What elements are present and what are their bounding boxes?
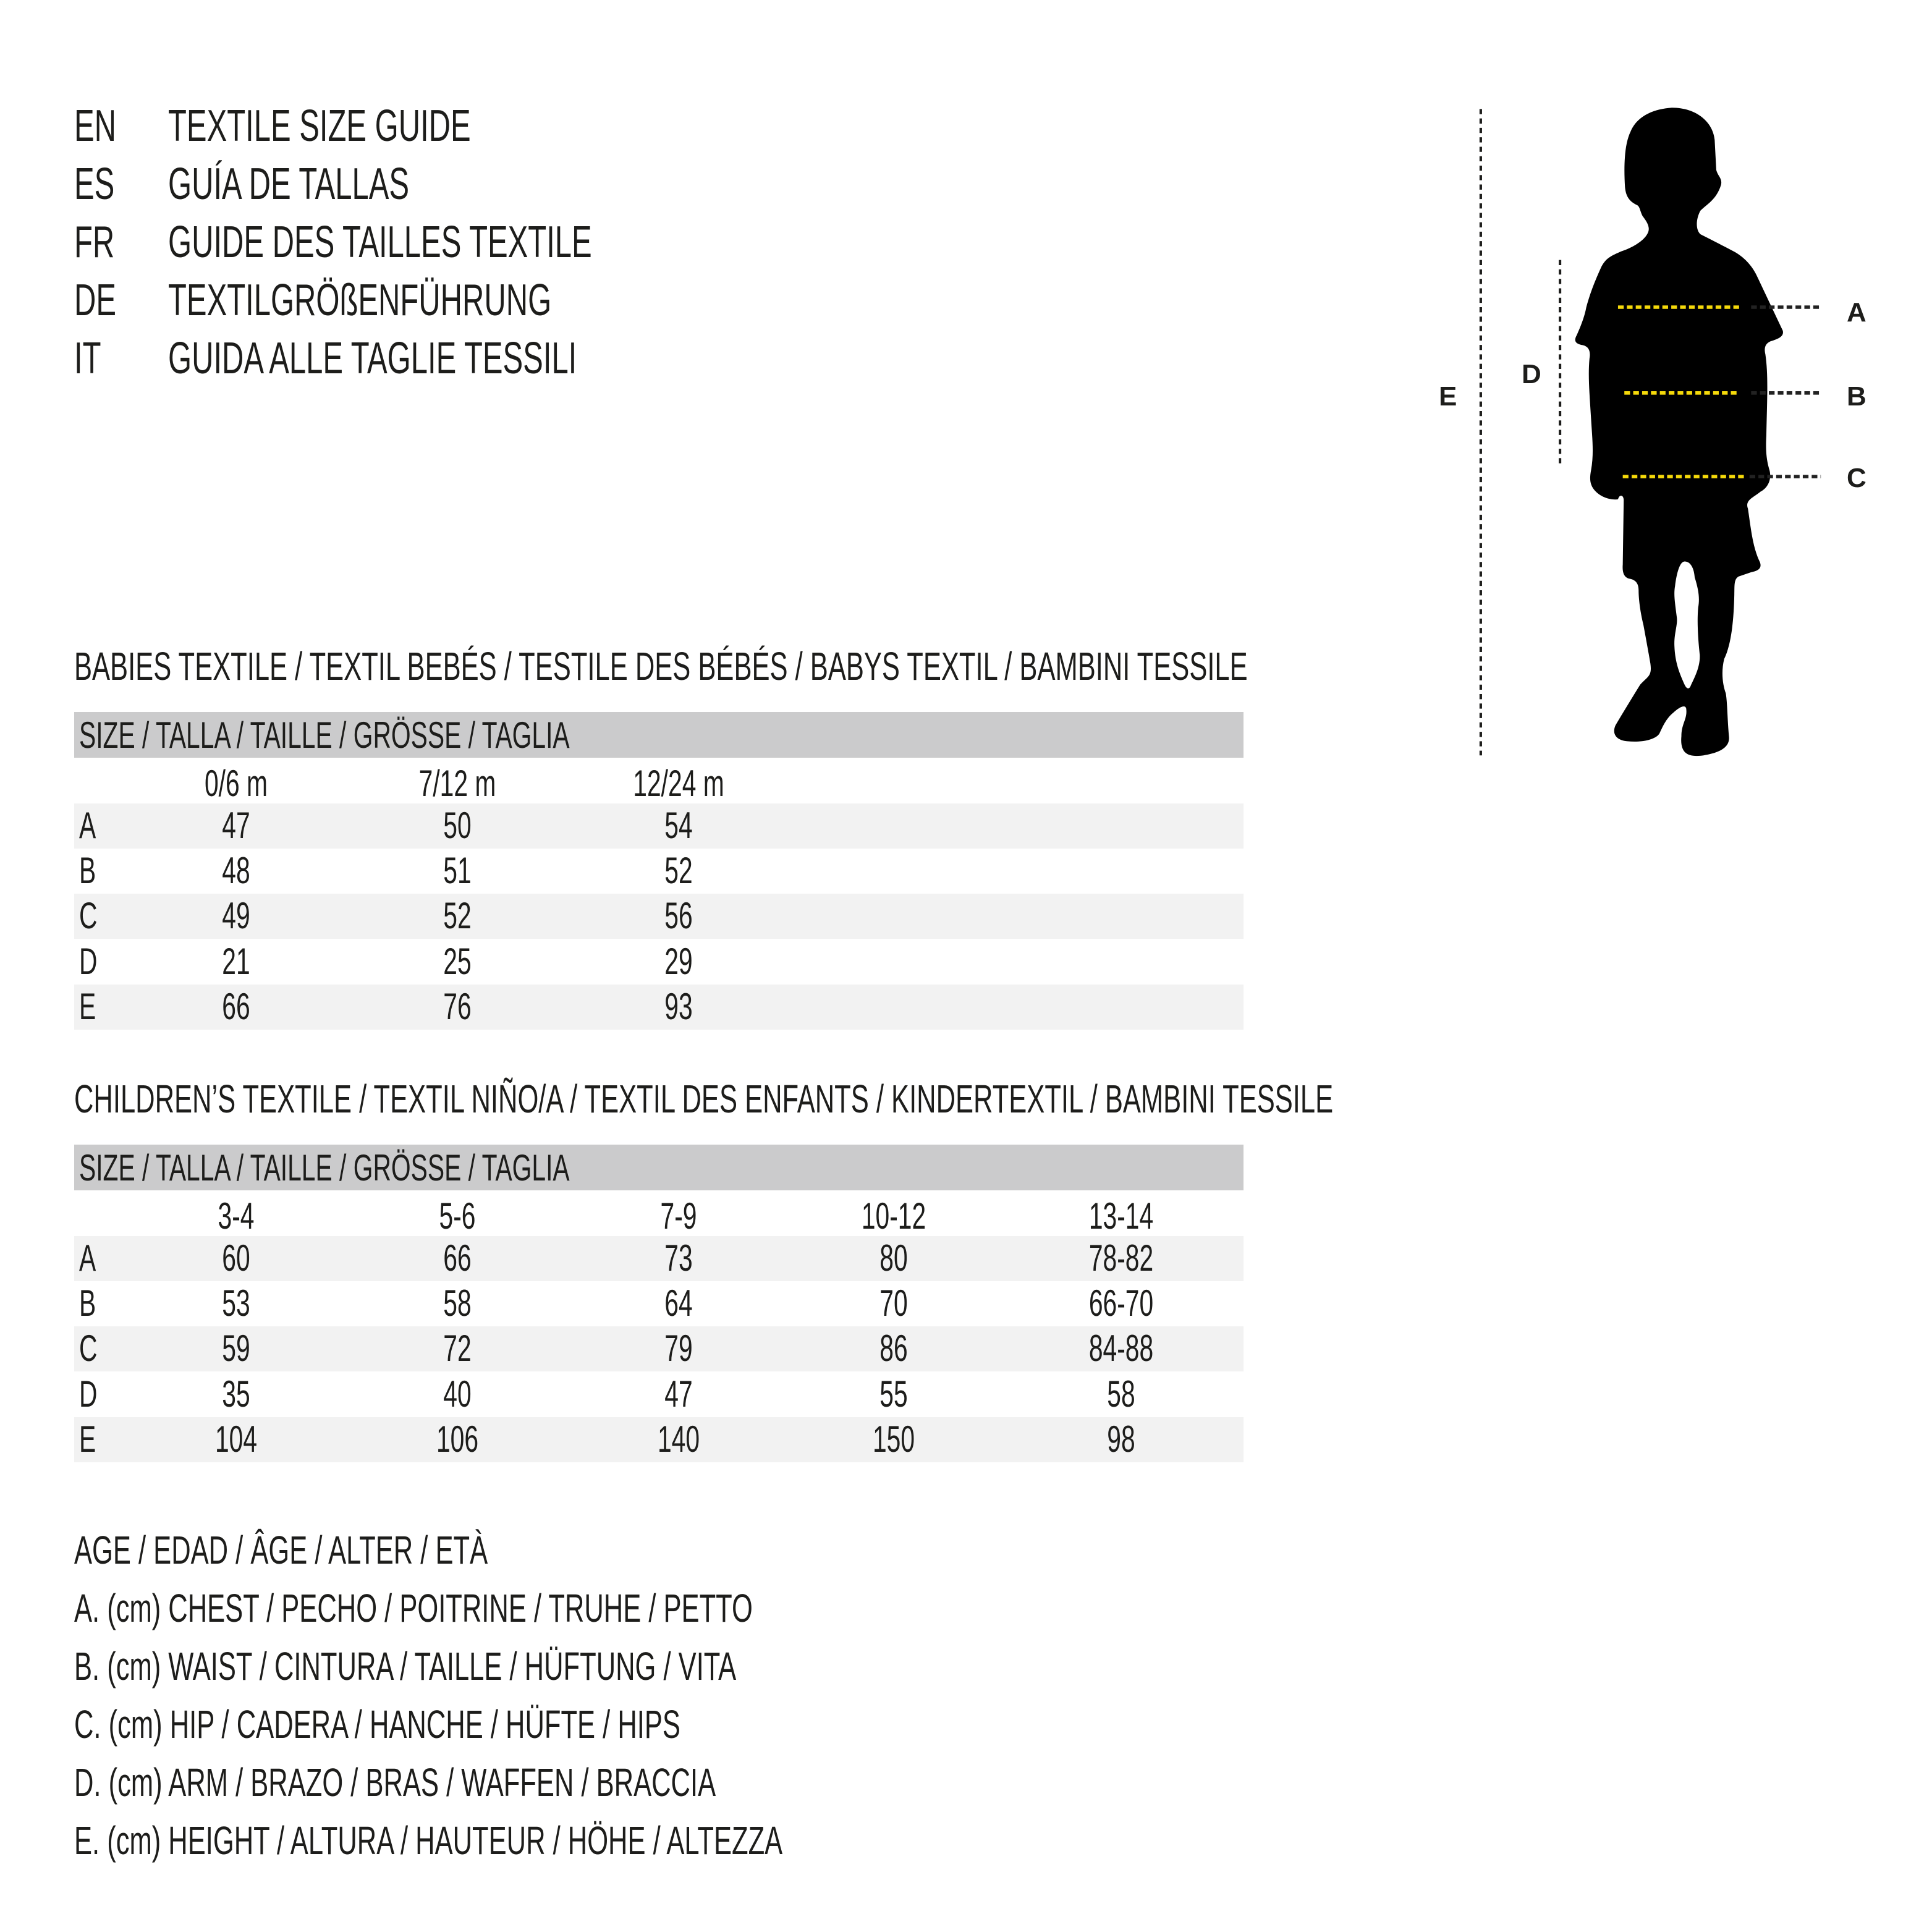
column-header: 7-9 (660, 1195, 697, 1237)
table-cell: 140 (657, 1418, 700, 1460)
babies-section-title: BABIES TEXTILE / TEXTIL BEBÉS / TESTILE … (74, 644, 1248, 688)
table-cell: 64 (664, 1282, 693, 1324)
legend-line: A. (cm) CHEST / PECHO / POITRINE / TRUHE… (74, 1586, 753, 1630)
child-silhouette-figure (1479, 108, 1821, 756)
row-label: E (79, 985, 96, 1027)
table-cell: 66-70 (1088, 1282, 1154, 1324)
table-cell: 78-82 (1088, 1237, 1154, 1279)
table-cell: 76 (443, 985, 472, 1027)
table-cell: 47 (222, 805, 250, 846)
table-cell: 66 (222, 985, 250, 1027)
table-cell: 47 (664, 1373, 693, 1415)
guide-title: TEXTILE SIZE GUIDE (168, 101, 471, 151)
table-cell: 84-88 (1088, 1328, 1154, 1370)
table-cell: 59 (222, 1328, 250, 1370)
language-code: DE (74, 276, 117, 325)
legend-line: E. (cm) HEIGHT / ALTURA / HAUTEUR / HÖHE… (74, 1818, 783, 1863)
legend-line: B. (cm) WAIST / CINTURA / TAILLE / HÜFTU… (74, 1644, 737, 1688)
babies-size-header-bar (74, 712, 1244, 758)
language-code: ES (74, 159, 115, 209)
table-cell: 93 (664, 985, 693, 1027)
row-label: C (79, 1328, 98, 1370)
table-cell: 72 (443, 1328, 472, 1370)
row-label: C (79, 895, 98, 937)
table-cell: 25 (443, 940, 472, 982)
table-cell: 56 (664, 895, 693, 937)
guide-title: TEXTILGRÖßENFÜHRUNG (168, 276, 552, 325)
table-cell: 80 (879, 1237, 908, 1279)
column-header: 5-6 (439, 1195, 476, 1237)
table-row-band (74, 894, 1244, 939)
table-cell: 50 (443, 805, 472, 846)
table-row-band (74, 1326, 1244, 1372)
table-cell: 79 (664, 1328, 693, 1370)
table-row-band (74, 1236, 1244, 1281)
table-cell: 58 (1107, 1373, 1135, 1415)
row-label: D (79, 1373, 98, 1415)
table-cell: 98 (1107, 1418, 1135, 1460)
table-cell: 54 (664, 805, 693, 846)
table-cell: 106 (436, 1418, 479, 1460)
table-cell: 55 (879, 1373, 908, 1415)
column-header: 13-14 (1088, 1195, 1154, 1237)
language-code: EN (74, 101, 117, 151)
table-cell: 49 (222, 895, 250, 937)
table-cell: 73 (664, 1237, 693, 1279)
column-header: 3-4 (218, 1195, 255, 1237)
label-c: C (1847, 463, 1866, 493)
row-label: E (79, 1418, 96, 1460)
table-cell: 52 (443, 895, 472, 937)
babies-size-header: SIZE / TALLA / TAILLE / GRÖSSE / TAGLIA (79, 714, 570, 756)
table-cell: 70 (879, 1282, 908, 1324)
table-cell: 40 (443, 1373, 472, 1415)
table-cell: 104 (214, 1418, 258, 1460)
legend-line: AGE / EDAD / ÂGE / ALTER / ETÀ (74, 1528, 488, 1572)
label-b: B (1847, 381, 1866, 412)
table-row-band (74, 803, 1244, 849)
column-header: 12/24 m (633, 763, 724, 804)
column-header: 0/6 m (204, 763, 268, 804)
table-cell: 66 (443, 1237, 472, 1279)
table-cell: 150 (872, 1418, 915, 1460)
table-cell: 58 (443, 1282, 472, 1324)
legend-line: C. (cm) HIP / CADERA / HANCHE / HÜFTE / … (74, 1702, 680, 1747)
table-cell: 21 (222, 940, 250, 982)
label-e: E (1439, 381, 1457, 412)
table-cell: 60 (222, 1237, 250, 1279)
table-cell: 29 (664, 940, 693, 982)
guide-title: GUIDA ALLE TAGLIE TESSILI (168, 334, 577, 383)
legend-line: D. (cm) ARM / BRAZO / BRAS / WAFFEN / BR… (74, 1760, 716, 1805)
row-label: B (79, 1282, 96, 1324)
row-label: D (79, 940, 98, 982)
row-label: A (79, 1237, 96, 1279)
table-cell: 53 (222, 1282, 250, 1324)
table-row-band (74, 1417, 1244, 1462)
guide-title: GUÍA DE TALLAS (168, 159, 410, 209)
guide-title: GUIDE DES TAILLES TEXTILE (168, 218, 592, 267)
table-cell: 48 (222, 850, 250, 892)
table-row-band (74, 984, 1244, 1030)
row-label: A (79, 805, 96, 846)
language-code: IT (74, 334, 101, 383)
children-size-header: SIZE / TALLA / TAILLE / GRÖSSE / TAGLIA (79, 1147, 570, 1188)
table-cell: 35 (222, 1373, 250, 1415)
table-cell: 51 (443, 850, 472, 892)
children-size-header-bar (74, 1145, 1244, 1190)
row-label: B (79, 850, 96, 892)
table-cell: 86 (879, 1328, 908, 1370)
label-a: A (1847, 297, 1866, 328)
silhouette-icon (1575, 108, 1783, 756)
column-header: 7/12 m (418, 763, 496, 804)
children-section-title: CHILDREN’S TEXTILE / TEXTIL NIÑO/A / TEX… (74, 1077, 1334, 1121)
label-d: D (1522, 359, 1541, 389)
column-header: 10-12 (861, 1195, 926, 1237)
language-code: FR (74, 218, 115, 267)
table-cell: 52 (664, 850, 693, 892)
